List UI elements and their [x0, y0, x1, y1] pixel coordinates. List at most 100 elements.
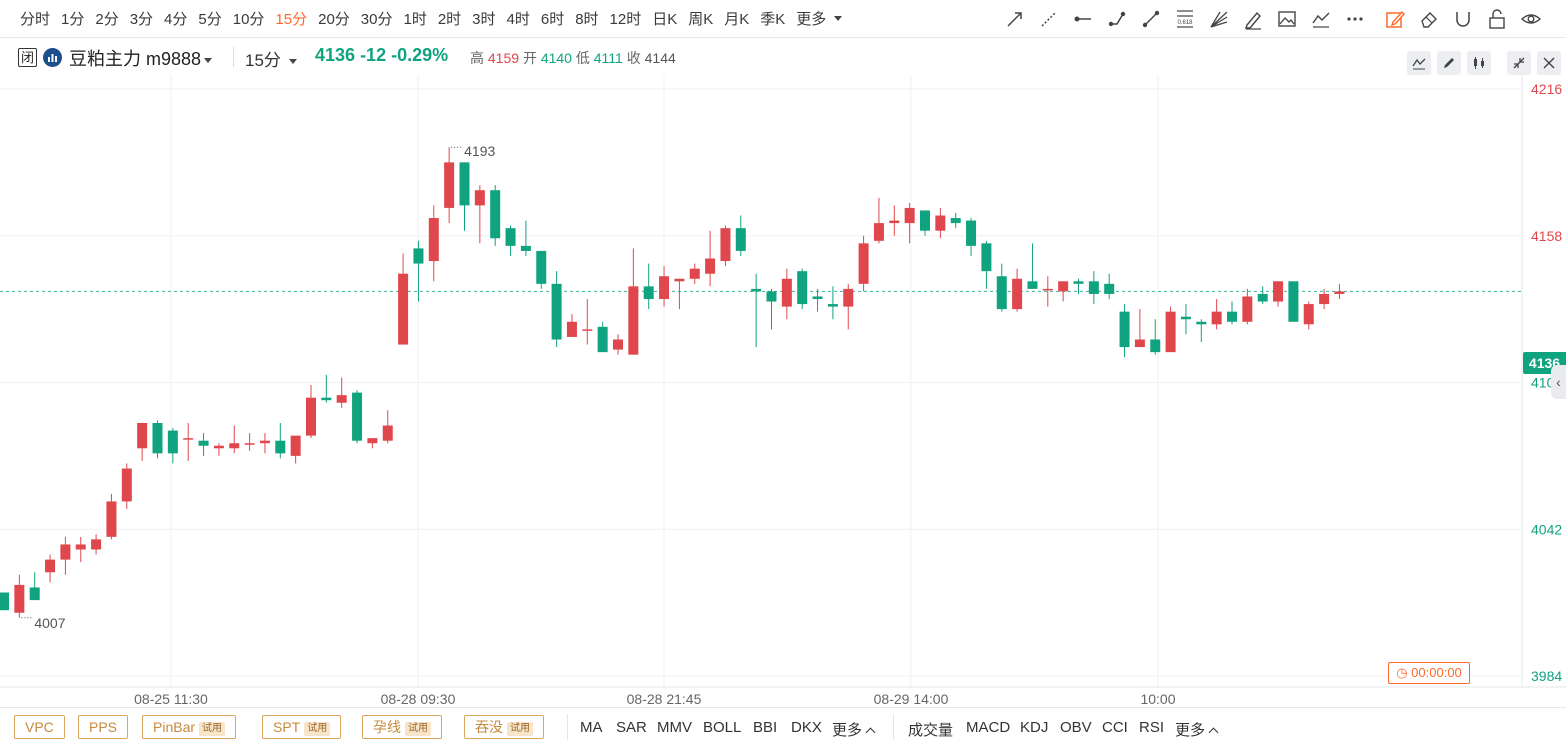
pattern-vpc[interactable]: VPC: [14, 715, 65, 739]
candle-body: [352, 392, 363, 441]
more-tools-button[interactable]: [1338, 5, 1372, 33]
fibonacci-tool[interactable]: 0.618: [1168, 5, 1202, 33]
period-tab[interactable]: 12时: [609, 10, 642, 28]
indicator-volume[interactable]: 成交量: [908, 722, 954, 739]
collapse-button[interactable]: [1507, 51, 1531, 75]
period-tab[interactable]: 4时: [506, 10, 530, 28]
period-tab[interactable]: 1分: [61, 10, 85, 28]
y-tick-label: 4042: [1531, 521, 1562, 537]
period-tab[interactable]: 季K: [760, 10, 786, 28]
period-tab[interactable]: 8时: [575, 10, 599, 28]
period-tab[interactable]: 2时: [437, 10, 462, 28]
period-more-button[interactable]: 更多: [796, 10, 827, 28]
countdown-value: 00:00:00: [1411, 665, 1462, 680]
indicator-macd[interactable]: MACD: [966, 719, 1011, 736]
candle-body: [259, 440, 270, 444]
price-change: 4136 -12 -0.29%: [315, 45, 448, 66]
period-tab[interactable]: 3分: [129, 10, 154, 28]
close-label: 收: [626, 50, 641, 66]
indicator-rsi[interactable]: RSI: [1139, 719, 1165, 736]
candle-body: [873, 223, 884, 241]
period-tab[interactable]: 日K: [652, 10, 678, 28]
chevron-down-icon: [204, 57, 213, 63]
candle-icon: [1474, 57, 1484, 69]
pattern-pps[interactable]: PPS: [78, 715, 129, 739]
trend-icon: [1312, 12, 1330, 28]
indicator-dkx[interactable]: DKX: [791, 719, 822, 736]
candle-body: [628, 286, 639, 355]
candle-body: [213, 445, 224, 449]
sub-indicators-more[interactable]: 更多: [1175, 719, 1219, 740]
period-tab[interactable]: 15分: [275, 10, 308, 28]
x-tick-label: 08-29 14:00: [874, 691, 949, 707]
period-tab[interactable]: 5分: [198, 10, 222, 28]
fan-tool[interactable]: [1202, 5, 1236, 33]
candle-body: [1273, 281, 1284, 302]
divider: [233, 47, 234, 67]
x-tick-label: 08-28 21:45: [627, 691, 702, 707]
candle-body: [137, 422, 148, 449]
collapse-sidebar-arrow[interactable]: ‹: [1551, 365, 1566, 399]
edit-mode-button[interactable]: [1378, 5, 1412, 33]
close-button[interactable]: [1537, 51, 1561, 75]
draw-button[interactable]: [1437, 51, 1461, 75]
image-icon: [1278, 11, 1296, 27]
pattern-engulfing[interactable]: 吞没 试用: [464, 715, 544, 739]
indicator-ma[interactable]: MA: [580, 719, 603, 736]
candlestick-chart[interactable]: 4216 4158 4100 4042 3984 08-25 11:30 08-28 09:…: [0, 75, 1566, 715]
indicator-line-tool[interactable]: [1304, 5, 1338, 33]
candle-body: [444, 162, 455, 208]
eraser-button[interactable]: [1412, 5, 1446, 33]
period-tab[interactable]: 2分: [95, 10, 119, 28]
candle-body: [1042, 288, 1053, 291]
visibility-button[interactable]: [1514, 5, 1548, 33]
pattern-spt[interactable]: SPT 试用: [262, 715, 342, 739]
pattern-pinbar[interactable]: PinBar 试用: [142, 715, 237, 739]
edit-icon: [1386, 10, 1405, 28]
candle-type-button[interactable]: [1467, 51, 1491, 75]
magnet-button[interactable]: [1446, 5, 1480, 33]
arrow-line-tool[interactable]: [998, 5, 1032, 33]
indicator-sar[interactable]: SAR: [616, 719, 647, 736]
fibonacci-label: 0.618: [1177, 20, 1193, 26]
period-tab[interactable]: 月K: [724, 10, 750, 28]
period-tab[interactable]: 20分: [318, 10, 350, 28]
segment-tool[interactable]: [1134, 5, 1168, 33]
image-tool[interactable]: [1270, 5, 1304, 33]
period-tab[interactable]: 分时: [20, 10, 51, 28]
horizontal-line-tool[interactable]: [1066, 5, 1100, 33]
chart-style-button[interactable]: [1407, 51, 1431, 75]
indicator-obv[interactable]: OBV: [1060, 719, 1092, 736]
indicator-cci[interactable]: CCI: [1102, 719, 1128, 736]
indicator-mmv[interactable]: MMV: [657, 719, 692, 736]
eraser-icon: [1421, 12, 1437, 28]
lock-button[interactable]: [1480, 5, 1514, 33]
period-tab[interactable]: 30分: [360, 10, 393, 28]
chevron-up-icon: [865, 727, 876, 738]
more-label: 更多: [832, 722, 863, 739]
indicator-bbi[interactable]: BBI: [753, 719, 778, 736]
pattern-label: SPT: [273, 719, 301, 735]
period-tab[interactable]: 10分: [232, 10, 265, 28]
period-tab[interactable]: 4分: [164, 10, 188, 28]
brush-tool[interactable]: [1236, 5, 1270, 33]
symbol-selector[interactable]: 豆粕主力 m9888: [69, 45, 213, 71]
indicator-kdj[interactable]: KDJ: [1020, 719, 1049, 736]
open-label: 开: [522, 50, 537, 66]
polyline-tool[interactable]: [1100, 5, 1134, 33]
pattern-label: VPC: [25, 719, 54, 735]
period-tab[interactable]: 3时: [472, 10, 496, 28]
indicator-boll[interactable]: BOLL: [703, 719, 742, 736]
interval-selector[interactable]: 15分: [245, 46, 297, 71]
period-tab[interactable]: 1时: [403, 10, 427, 28]
candle-body: [336, 395, 347, 403]
period-tab[interactable]: 6时: [540, 10, 565, 28]
segment-icon: [1142, 10, 1160, 28]
candle-body: [551, 283, 562, 340]
pattern-harami[interactable]: 孕线 试用: [362, 715, 442, 739]
period-tab[interactable]: 周K: [688, 10, 714, 28]
ray-line-tool[interactable]: [1032, 5, 1066, 33]
main-indicators-more[interactable]: 更多: [832, 719, 876, 740]
candle-body: [167, 430, 178, 454]
